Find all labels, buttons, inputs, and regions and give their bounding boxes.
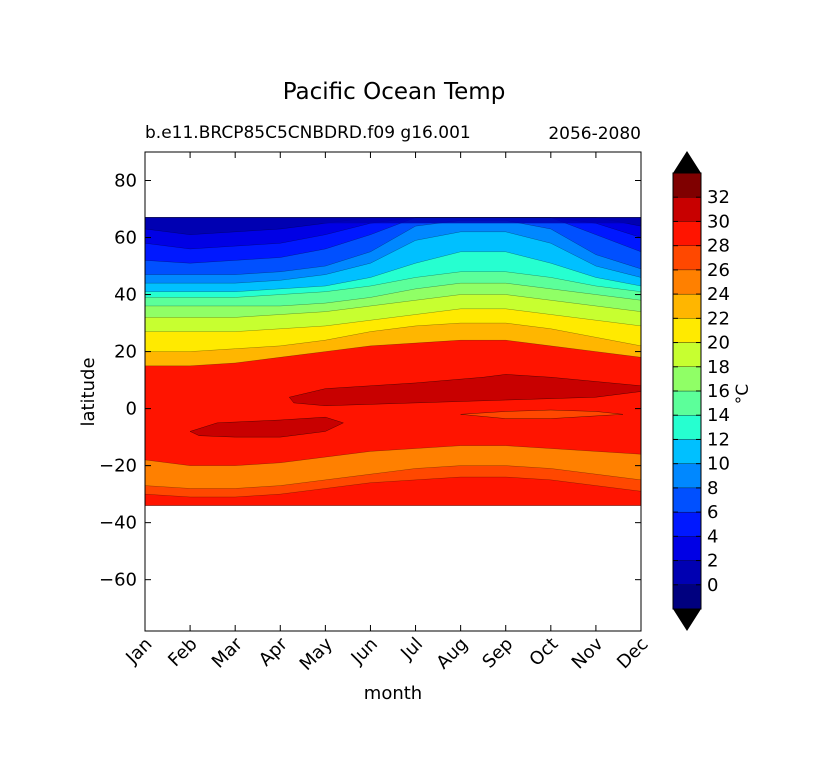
y-axis: 80 60 40 20 0 −20 −40 −60 xyxy=(99,171,641,591)
y-tick-label: −20 xyxy=(99,456,137,477)
colorbar-tick-label: 14 xyxy=(707,405,730,426)
colorbar-tick-label: 4 xyxy=(707,526,718,547)
x-tick-label: Oct xyxy=(525,634,562,671)
contour-band-30 xyxy=(145,476,641,506)
colorbar-segment xyxy=(672,415,702,440)
x-tick-label: Aug xyxy=(432,634,472,674)
warm-pool-2 xyxy=(288,374,641,407)
colorbar-segment xyxy=(672,536,702,561)
colorbar-segment xyxy=(672,487,702,513)
colorbar-segment xyxy=(672,293,702,319)
colorbar-tick-label: 30 xyxy=(707,211,730,232)
colorbar-tick-label: 18 xyxy=(707,357,730,378)
x-tick-label: Mar xyxy=(208,633,247,672)
colorbar-tick-label: 6 xyxy=(707,502,718,523)
colorbar-tick-label: 12 xyxy=(707,429,730,450)
chart-subtitle-right: 2056-2080 xyxy=(548,124,641,144)
plot-frame xyxy=(144,151,642,632)
y-tick-label: −60 xyxy=(99,570,137,591)
x-tick-label: Jun xyxy=(347,634,382,669)
colorbar-segment xyxy=(672,318,702,343)
y-tick-label: 60 xyxy=(114,228,137,249)
x-tick-label: Jan xyxy=(121,634,156,669)
colorbar-segment xyxy=(672,366,702,392)
chart-title: Pacific Ocean Temp xyxy=(283,79,506,105)
colorbar-segment xyxy=(672,342,702,367)
colorbar-tick-label: 26 xyxy=(707,260,730,281)
colorbar-segment xyxy=(672,560,702,585)
y-axis-label: latitude xyxy=(78,357,99,426)
band-cold xyxy=(145,217,641,224)
colorbar-segment xyxy=(672,511,702,537)
colorbar-segment xyxy=(672,197,702,222)
x-axis-label: month xyxy=(364,683,422,704)
colorbar-tick-label: 8 xyxy=(707,478,718,499)
y-tick-label: 80 xyxy=(114,171,137,192)
contour-fill-group xyxy=(145,217,641,506)
colorbar-segment xyxy=(672,245,702,271)
cool-patch xyxy=(460,409,623,419)
x-tick-label: Feb xyxy=(164,634,201,671)
colorbar-tick-label: 24 xyxy=(707,284,730,305)
x-tick-label: Jul xyxy=(396,634,427,665)
y-tick-label: 40 xyxy=(114,285,137,306)
colorbar-segment xyxy=(672,390,702,416)
colorbar-tick-label: 20 xyxy=(707,333,730,354)
colorbar-tick-label: 28 xyxy=(707,236,730,257)
x-tick-label: May xyxy=(296,633,337,674)
x-tick-label: Dec xyxy=(613,634,652,673)
colorbar-segment xyxy=(672,172,702,198)
y-tick-label: −40 xyxy=(99,513,137,534)
colorbar-tick-label: 16 xyxy=(707,381,730,402)
colorbar-extend-over xyxy=(673,151,701,173)
colorbar-segment xyxy=(672,439,702,464)
colorbar-extend-under xyxy=(673,609,701,631)
chart-subtitle-left: b.e11.BRCP85C5CNBDRD.f09 g16.001 xyxy=(145,123,471,143)
y-tick-label: 0 xyxy=(126,399,137,420)
y-tick-label: 20 xyxy=(114,342,137,363)
colorbar-segment xyxy=(672,584,702,610)
colorbar-tick-label: 32 xyxy=(707,187,730,208)
colorbar-tick-label: 10 xyxy=(707,454,730,475)
x-tick-label: Sep xyxy=(478,634,517,673)
x-tick-label: Nov xyxy=(568,633,608,673)
colorbar-tick-label: 0 xyxy=(707,575,718,596)
colorbar-tick-label: 22 xyxy=(707,308,730,329)
colorbar-segment xyxy=(672,269,702,295)
colorbar-tick-label: 2 xyxy=(707,551,718,572)
colorbar-segment xyxy=(672,463,702,489)
colorbar-label: °C xyxy=(733,384,753,404)
warm-pool-1 xyxy=(189,416,345,438)
x-tick-label: Apr xyxy=(255,633,292,670)
colorbar-segment xyxy=(672,221,702,246)
